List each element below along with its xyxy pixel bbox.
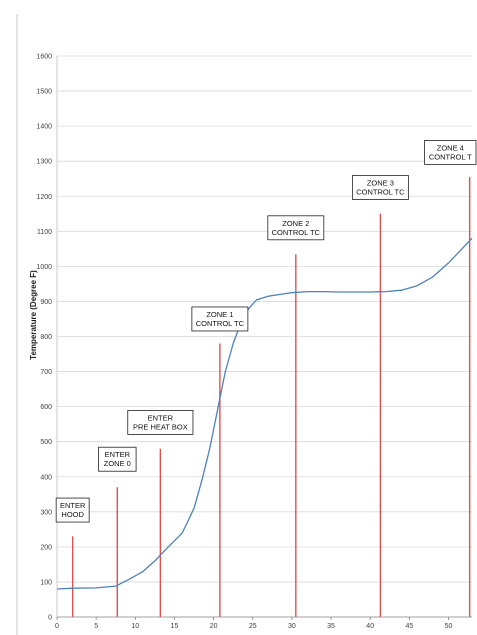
- annotation-box: [98, 446, 137, 472]
- annotation-text: HOOD: [61, 510, 84, 519]
- y-tick-label: 1400: [36, 124, 52, 131]
- y-tick-label: 900: [40, 299, 52, 306]
- annotation-box: [127, 410, 194, 435]
- y-tick-label: 0: [48, 615, 52, 622]
- y-axis-label: Temperature (Degree F): [29, 270, 38, 360]
- annotation-text: PRE HEAT BOX: [133, 422, 188, 431]
- y-tick-label: 200: [40, 544, 52, 551]
- y-tick-label: 600: [40, 404, 52, 411]
- x-tick-label: 50: [445, 623, 453, 630]
- annotation-box: [191, 306, 249, 332]
- y-tick-label: 1200: [36, 194, 52, 201]
- annotation-text: CONTROL TC: [196, 319, 245, 328]
- annotation-box: [267, 215, 325, 241]
- annotation-text: ZONE 4: [437, 143, 464, 152]
- y-tick-label: 100: [40, 579, 52, 586]
- event-markers: [71, 176, 471, 617]
- grid: [57, 55, 472, 583]
- x-tick-label: 10: [131, 623, 139, 630]
- y-tick-label: 1000: [36, 264, 52, 271]
- x-tick-label: 30: [288, 623, 296, 630]
- annotation-box: [351, 175, 409, 200]
- y-tick-label: 800: [40, 334, 52, 341]
- y-tick-label: 400: [40, 474, 52, 481]
- annotation-box: [55, 497, 90, 523]
- x-tick-label: 40: [366, 623, 374, 630]
- x-tick-label: 35: [327, 623, 335, 630]
- annotation-text: ENTER: [148, 413, 174, 422]
- y-tick-label: 1100: [37, 229, 52, 236]
- annotation-text: CONTROL TC: [356, 187, 405, 196]
- annotation-text: ZONE 3: [367, 178, 394, 187]
- y-tick-label: 1300: [36, 159, 52, 166]
- x-tick-label: 5: [94, 623, 98, 630]
- axes: [56, 56, 472, 620]
- temperature-series-line: [56, 237, 473, 590]
- y-tick-label: 700: [40, 369, 52, 376]
- series-group: [56, 237, 473, 590]
- annotation-text: CONTROL T: [429, 152, 472, 161]
- x-tick-label: 45: [405, 623, 413, 630]
- x-tick-label: 15: [171, 623, 179, 630]
- y-tick-label: 300: [40, 509, 52, 516]
- annotation-text: ZONE 0: [104, 459, 131, 468]
- x-tick-label: 0: [55, 623, 59, 630]
- annotation-text: ENTER: [105, 450, 131, 459]
- y-tick-label: 1600: [36, 54, 52, 61]
- annotation-text: ZONE 1: [206, 310, 233, 319]
- annotation-text: CONTROL TC: [272, 228, 321, 237]
- y-tick-label: 500: [40, 439, 52, 446]
- annotation-text: ZONE 2: [282, 219, 309, 228]
- x-tick-labels: 0 5 10 15 20 25 30 35 40 45 50: [55, 623, 452, 630]
- y-tick-label: 1500: [36, 89, 52, 96]
- y-tick-labels: 0 100 200 300 400 500 600 700 800 900 1000 1100 1200…: [36, 54, 52, 622]
- x-tick-label: 20: [210, 623, 218, 630]
- annotation-box: [424, 140, 477, 165]
- x-tick-label: 25: [249, 623, 257, 630]
- annotation-text: ENTER: [60, 501, 86, 510]
